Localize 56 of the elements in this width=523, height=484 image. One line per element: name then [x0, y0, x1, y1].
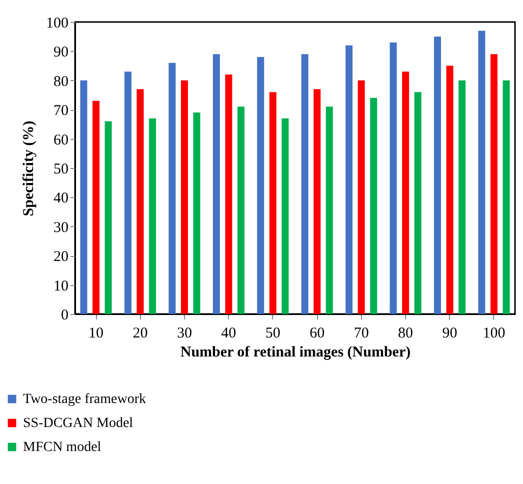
- x-tick-label: 30: [176, 326, 192, 342]
- bar: [80, 80, 88, 314]
- legend-label: SS-DCGAN Model: [23, 416, 134, 431]
- x-tick-label: 10: [88, 326, 104, 342]
- y-tick-label: 70: [54, 103, 68, 120]
- bar: [124, 72, 132, 314]
- y-tick-label: 20: [54, 249, 68, 266]
- bar: [358, 80, 365, 314]
- bar: [490, 54, 498, 314]
- bar: [92, 100, 100, 314]
- bar: [225, 74, 232, 314]
- bar: [314, 89, 321, 314]
- bar: [212, 54, 220, 314]
- bar: [104, 121, 112, 314]
- bar: [402, 72, 410, 314]
- y-tick-label: 100: [46, 16, 68, 32]
- bar: [193, 112, 200, 314]
- x-tick-label: 90: [442, 326, 458, 342]
- bar: [269, 92, 276, 314]
- y-tick-label: 80: [54, 74, 68, 90]
- legend-label: Two-stage framework: [23, 392, 146, 407]
- bar: [434, 36, 441, 314]
- y-tick-label: 0: [61, 308, 68, 324]
- bar: [168, 62, 176, 314]
- x-tick-label: 60: [310, 326, 325, 342]
- y-tick-label: 40: [54, 190, 68, 207]
- bar: [136, 89, 144, 314]
- bar: [237, 106, 244, 314]
- bar: [257, 57, 264, 314]
- bar: [414, 92, 422, 314]
- y-tick-label: 60: [54, 132, 68, 148]
- y-tick-label: 10: [54, 278, 68, 294]
- bar: [301, 54, 308, 314]
- bar: [180, 80, 188, 314]
- bar: [478, 30, 486, 314]
- y-tick-label: 90: [54, 44, 68, 61]
- x-tick-label: 100: [482, 326, 506, 342]
- x-tick-label: 70: [354, 326, 369, 342]
- y-tick-label: 30: [54, 220, 68, 236]
- bar: [326, 106, 333, 314]
- bar: [502, 80, 510, 314]
- bar: [446, 66, 454, 314]
- x-tick-label: 40: [221, 326, 236, 342]
- bar: [370, 98, 378, 314]
- x-tick-label: 50: [265, 326, 280, 342]
- x-tick-label: 80: [398, 326, 414, 342]
- bar: [149, 118, 156, 314]
- y-axis-title: Specificity (%): [21, 120, 37, 216]
- bar: [458, 80, 466, 314]
- bar: [282, 118, 289, 314]
- bar: [346, 45, 353, 314]
- bar: [390, 42, 397, 314]
- x-tick-label: 20: [132, 326, 148, 342]
- x-axis-title: Number of retinal images (Number): [180, 344, 411, 360]
- legend-label: MFCN model: [23, 440, 102, 455]
- y-tick-label: 50: [54, 162, 68, 178]
